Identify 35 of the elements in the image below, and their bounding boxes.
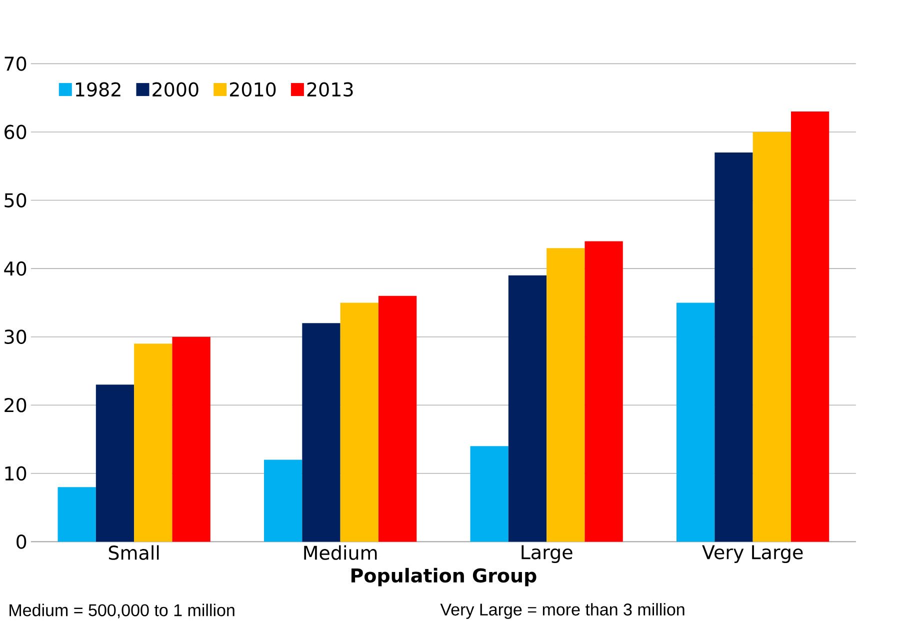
text: Medium = 500,000 to 1 million <box>10 604 234 618</box>
bar <box>790 112 830 542</box>
bar <box>676 302 715 542</box>
y-tick-label: 70 <box>4 56 26 71</box>
bar <box>378 296 417 542</box>
y-tick-label: 40 <box>4 261 26 276</box>
x-tick-label: Small <box>108 545 159 560</box>
bar <box>470 446 508 542</box>
legend-label: 2013 <box>307 82 353 97</box>
bar <box>302 323 340 542</box>
bar <box>340 302 378 542</box>
y-tick-label: 50 <box>4 193 26 208</box>
x-tick-label: Large <box>522 545 572 564</box>
bar <box>264 460 302 542</box>
bar <box>134 344 172 542</box>
bar <box>508 275 547 542</box>
bar <box>58 487 96 542</box>
x-tick-label: Medium <box>304 545 377 560</box>
bar <box>584 241 623 542</box>
bar <box>546 248 585 542</box>
y-tick-label: 10 <box>5 466 26 481</box>
bar <box>714 152 753 542</box>
legend-label: 2010 <box>230 82 276 97</box>
x-tick-label: Very Large <box>702 545 803 564</box>
text: Very Large = more than 3 million <box>440 603 684 619</box>
y-tick-label: 60 <box>4 124 26 140</box>
legend-label: 2000 <box>152 82 198 97</box>
bar <box>752 132 791 542</box>
x-axis-title: Population Group <box>351 568 536 586</box>
legend-label: 1982 <box>76 82 120 97</box>
y-tick-label: 0 <box>16 534 26 549</box>
y-tick-label: 30 <box>4 330 26 344</box>
bar <box>172 336 210 542</box>
y-tick-label: 20 <box>4 398 26 412</box>
bar <box>96 384 134 542</box>
